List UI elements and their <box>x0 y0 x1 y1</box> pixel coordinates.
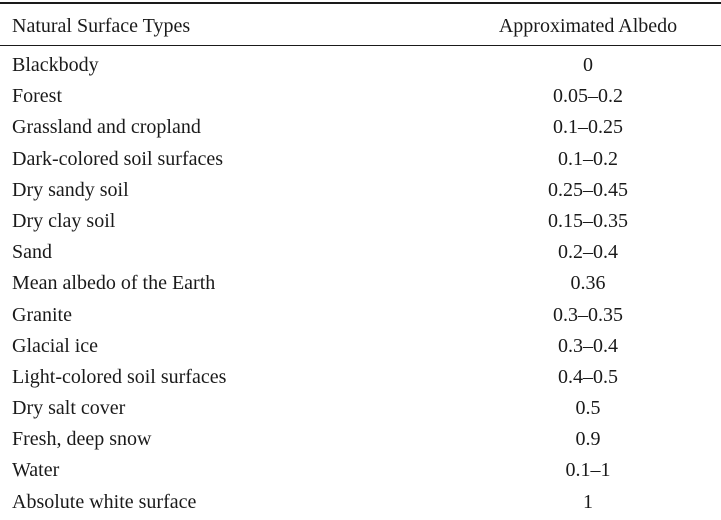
table-header: Natural Surface Types Approximated Albed… <box>0 4 721 45</box>
header-approximated-albedo: Approximated Albedo <box>498 15 678 37</box>
table-row: Sand 0.2–0.4 <box>0 237 721 268</box>
surface-type-cell: Glacial ice <box>12 334 99 357</box>
albedo-cell: 0.1–0.2 <box>558 147 618 170</box>
albedo-cell: 0 <box>583 54 593 76</box>
albedo-cell: 0.15–0.35 <box>548 209 628 232</box>
table-top-rule <box>0 2 721 4</box>
header-surface-types: Natural Surface Types <box>12 15 191 37</box>
table-body: Blackbody 0 Forest 0.05–0.2 Grassland an… <box>0 50 721 518</box>
albedo-cell: 0.05–0.2 <box>553 85 623 108</box>
table-row: Water 0.1–1 <box>0 455 721 486</box>
table-header-rule <box>0 45 721 46</box>
table-row: Fresh, deep snow 0.9 <box>0 424 721 455</box>
albedo-cell: 0.1–1 <box>565 459 611 482</box>
surface-type-cell: Blackbody <box>12 54 99 76</box>
albedo-cell: 0.25–0.45 <box>548 178 628 201</box>
surface-type-cell: Mean albedo of the Earth <box>12 272 216 295</box>
table-row: Dry clay soil 0.15–0.35 <box>0 206 721 237</box>
surface-type-cell: Grassland and cropland <box>12 116 201 139</box>
surface-type-cell: Light-colored soil surfaces <box>12 365 227 388</box>
table-row: Grassland and cropland 0.1–0.25 <box>0 112 721 143</box>
surface-type-cell: Dry sandy soil <box>12 178 129 201</box>
table-row: Dry salt cover 0.5 <box>0 393 721 424</box>
albedo-cell: 0.3–0.35 <box>553 303 623 326</box>
table-row: Light-colored soil surfaces 0.4–0.5 <box>0 362 721 393</box>
albedo-cell: 0.2–0.4 <box>558 241 618 264</box>
albedo-cell: 0.1–0.25 <box>553 116 623 139</box>
albedo-cell: 0.5 <box>575 397 601 420</box>
albedo-cell: 0.3–0.4 <box>558 334 618 357</box>
surface-type-cell: Dry clay soil <box>12 209 116 232</box>
albedo-cell: 1 <box>583 490 593 513</box>
table-row: Blackbody 0 <box>0 50 721 81</box>
albedo-cell: 0.9 <box>575 428 601 451</box>
table-row: Granite 0.3–0.35 <box>0 300 721 331</box>
surface-type-cell: Water <box>12 459 60 482</box>
surface-type-cell: Sand <box>12 241 52 264</box>
table-row: Glacial ice 0.3–0.4 <box>0 331 721 362</box>
table-row: Dry sandy soil 0.25–0.45 <box>0 175 721 206</box>
table-row: Forest 0.05–0.2 <box>0 81 721 112</box>
surface-type-cell: Dry salt cover <box>12 397 126 420</box>
surface-type-cell: Fresh, deep snow <box>12 428 152 451</box>
surface-type-cell: Forest <box>12 85 62 108</box>
table-row: Dark-colored soil surfaces 0.1–0.2 <box>0 144 721 175</box>
surface-type-cell: Granite <box>12 303 72 326</box>
table-row: Absolute white surface 1 <box>0 487 721 518</box>
surface-type-cell: Absolute white surface <box>12 490 197 513</box>
surface-type-cell: Dark-colored soil surfaces <box>12 147 224 170</box>
albedo-cell: 0.4–0.5 <box>558 365 618 388</box>
albedo-cell: 0.36 <box>570 272 606 295</box>
table-row: Mean albedo of the Earth 0.36 <box>0 268 721 299</box>
